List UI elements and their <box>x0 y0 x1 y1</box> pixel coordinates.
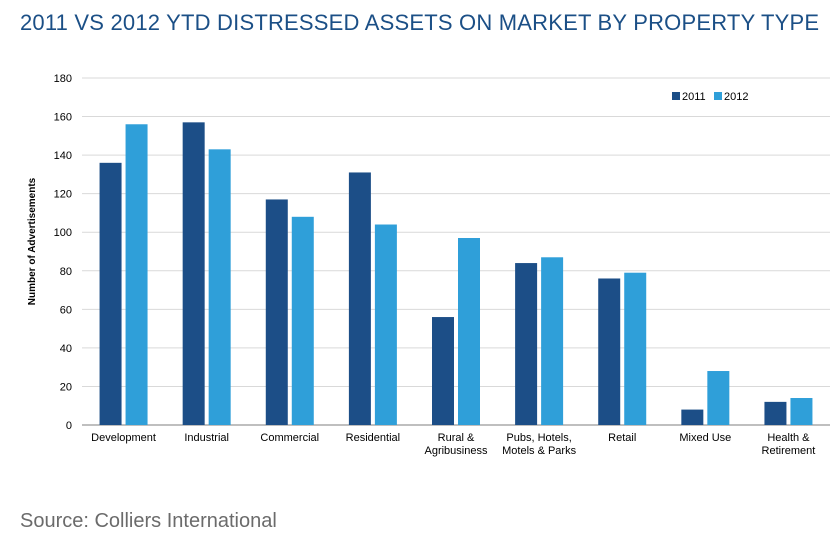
x-tick-label: Commercial <box>260 432 319 444</box>
bar-2012 <box>458 238 480 425</box>
legend-swatch-2011 <box>672 92 680 100</box>
bar-2011 <box>182 122 205 425</box>
x-tick-label: Health & <box>767 432 810 444</box>
bar-2012 <box>208 149 231 426</box>
bar-2011 <box>265 199 288 425</box>
bar-2012 <box>291 216 314 425</box>
y-tick-label: 20 <box>60 381 72 393</box>
x-tick-label: Pubs, Hotels, <box>506 432 571 444</box>
source-note: Source: Colliers International <box>20 510 277 532</box>
y-tick-label: 60 <box>60 304 72 316</box>
x-tick-label: Residential <box>346 432 400 444</box>
bar-2012 <box>125 124 148 426</box>
bar-2011 <box>764 401 787 425</box>
bar-2011 <box>99 162 122 426</box>
bar-2012 <box>707 371 730 425</box>
y-tick-label: 40 <box>60 343 72 355</box>
bar-2011 <box>598 278 621 425</box>
legend-swatch-2012 <box>714 92 722 100</box>
x-tick-label: Motels & Parks <box>502 445 576 457</box>
y-tick-label: 80 <box>60 266 72 278</box>
x-tick-label: Mixed Use <box>679 432 731 444</box>
y-tick-label: 140 <box>54 150 72 162</box>
y-tick-label: 120 <box>54 189 72 201</box>
y-tick-label: 180 <box>54 73 72 85</box>
y-axis-title: Number of Advertisements <box>27 177 38 305</box>
x-tick-label: Rural & <box>438 432 475 444</box>
bar-2011 <box>348 172 371 425</box>
bar-2012 <box>541 257 564 425</box>
legend-label-2012: 2012 <box>724 91 748 103</box>
bar-2011 <box>432 317 454 425</box>
bar-chart: 0 20 40 60 80 100 120 140 160 180 Number of Advert… <box>27 73 830 457</box>
y-tick-label: 0 <box>66 420 72 432</box>
x-tick-label: Development <box>91 432 156 444</box>
bar-2012 <box>374 224 397 425</box>
bar-2011 <box>515 263 538 425</box>
bar-2012 <box>790 398 813 425</box>
bar-2012 <box>624 272 647 425</box>
x-tick-label: Agribusiness <box>425 445 488 457</box>
legend-label-2011: 2011 <box>682 91 706 103</box>
bar-2011 <box>681 409 704 425</box>
x-tick-label: Retirement <box>762 445 816 457</box>
x-tick-label: Industrial <box>184 432 229 444</box>
page-title: 2011 VS 2012 YTD DISTRESSED ASSETS ON MA… <box>20 10 820 35</box>
x-tick-label: Retail <box>608 432 636 444</box>
y-tick-label: 100 <box>54 227 72 239</box>
y-tick-label: 160 <box>54 112 72 124</box>
